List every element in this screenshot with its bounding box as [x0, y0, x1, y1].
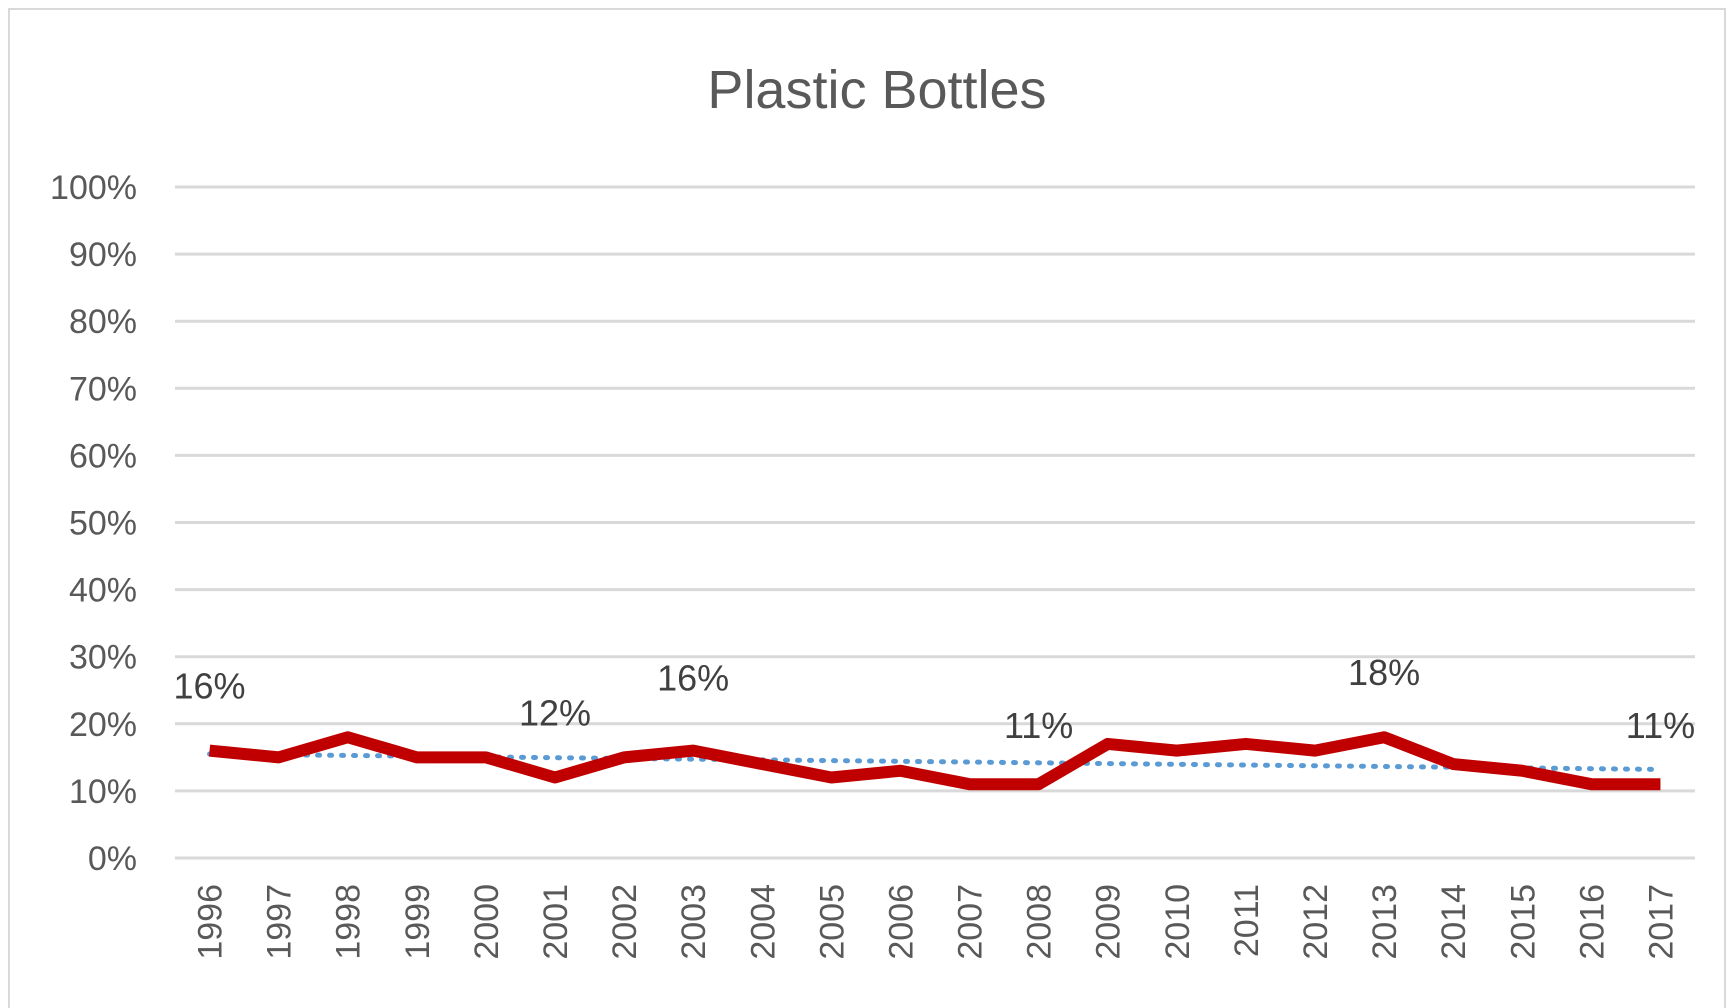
x-tick-label: 2005: [813, 884, 851, 960]
data-label: 11%: [1626, 705, 1695, 746]
y-tick-label: 80%: [69, 303, 137, 341]
data-point: [1383, 736, 1385, 738]
data-labels: 16% 12% 16% 11% 18% 11%: [174, 652, 1696, 746]
x-tick-label: 2003: [675, 884, 713, 960]
data-label: 16%: [174, 666, 246, 707]
x-tick-label: 2002: [606, 884, 644, 960]
x-tick-label: 1997: [261, 884, 299, 960]
y-tick-label: 60%: [69, 437, 137, 475]
chart-frame: [8, 8, 1726, 1008]
data-label: 16%: [657, 658, 729, 699]
data-point: [1107, 743, 1109, 745]
y-tick-label: 50%: [69, 505, 137, 543]
data-point: [1659, 783, 1661, 785]
y-tick-label: 0%: [88, 840, 137, 878]
data-point: [692, 750, 694, 752]
x-tick-label: 2010: [1159, 884, 1197, 960]
data-point: [1245, 743, 1247, 745]
x-tick-label: 2015: [1504, 884, 1542, 960]
y-tick-label: 10%: [69, 773, 137, 811]
data-label: 11%: [1004, 705, 1073, 746]
x-tick-label: 1996: [192, 884, 230, 960]
data-point: [209, 750, 211, 752]
x-tick-label: 2014: [1435, 884, 1473, 960]
data-point: [347, 736, 349, 738]
x-tick-label: 2008: [1021, 884, 1059, 960]
x-tick-label: 2001: [537, 884, 575, 960]
gridlines: [175, 185, 1695, 860]
y-tick-label: 100%: [50, 169, 137, 207]
x-tick-label: 2013: [1366, 884, 1404, 960]
chart-title: Plastic Bottles: [707, 60, 1046, 120]
data-point: [623, 756, 625, 758]
data-label: 12%: [519, 692, 591, 733]
x-tick-label: 2004: [744, 884, 782, 960]
data-point: [1314, 750, 1316, 752]
x-tick-label: 2009: [1090, 884, 1128, 960]
series-line: [208, 731, 1661, 791]
data-point: [969, 783, 971, 785]
x-tick-label: 2006: [882, 884, 920, 960]
x-tick-label: 1999: [399, 884, 437, 960]
data-point: [416, 756, 418, 758]
data-point: [554, 776, 556, 778]
data-point: [1038, 783, 1040, 785]
y-tick-label: 90%: [69, 236, 137, 274]
x-tick-label: 2000: [468, 884, 506, 960]
x-tick-label: 2017: [1642, 884, 1680, 960]
data-point: [485, 756, 487, 758]
data-point: [1176, 750, 1178, 752]
data-point: [899, 770, 901, 772]
data-point: [761, 763, 763, 765]
y-tick-label: 70%: [69, 370, 137, 408]
series-layer: [208, 731, 1661, 791]
x-tick-label: 2007: [952, 884, 990, 960]
data-point: [278, 756, 280, 758]
x-tick-label: 2011: [1228, 884, 1266, 957]
data-point: [1521, 770, 1523, 772]
data-label: 18%: [1348, 652, 1420, 693]
y-axis-ticks: 0% 10% 20% 30% 40% 50% 60% 70% 80% 90% 100%: [50, 169, 137, 878]
x-tick-label: 1998: [330, 884, 368, 960]
x-tick-label: 2016: [1573, 884, 1611, 960]
data-point: [830, 776, 832, 778]
x-tick-label: 2012: [1297, 884, 1335, 960]
y-tick-label: 30%: [69, 639, 137, 677]
data-point: [1452, 763, 1454, 765]
y-tick-label: 20%: [69, 706, 137, 744]
data-point: [1590, 783, 1592, 785]
y-tick-label: 40%: [69, 572, 137, 610]
x-axis-ticks: 1996 1997 1998 1999 2000 2001 2002 2003 2004 2005…: [192, 884, 1681, 960]
